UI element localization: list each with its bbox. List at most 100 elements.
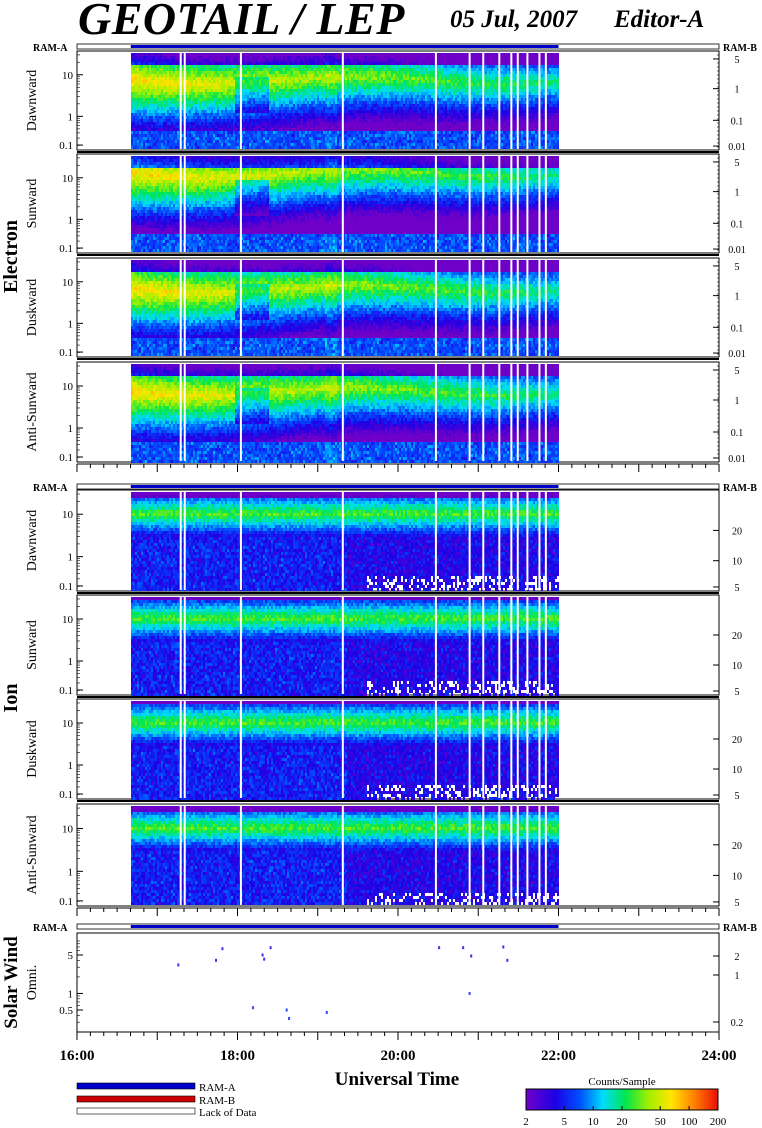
data-gap xyxy=(239,491,242,590)
solar-wind-point xyxy=(506,958,509,962)
data-gap xyxy=(183,363,186,461)
right-tick-label: 0.01 xyxy=(728,245,746,256)
data-gap xyxy=(239,52,242,149)
data-gap xyxy=(526,700,529,798)
data-gap xyxy=(544,700,547,798)
group-label: Electron xyxy=(0,220,22,293)
ram-b-label: RAM-B xyxy=(723,483,757,494)
data-gap xyxy=(239,700,242,798)
panel-label: Omni. xyxy=(25,965,40,1000)
right-tick-label: 1 xyxy=(735,396,740,407)
ram-b-label: RAM-B xyxy=(723,43,757,54)
ram-b-label: RAM-B xyxy=(723,923,757,934)
data-gap xyxy=(239,596,242,694)
data-gap xyxy=(516,155,519,252)
solar-wind-point xyxy=(251,1006,254,1010)
data-gap xyxy=(510,596,513,694)
solar-wind-point xyxy=(470,954,473,958)
data-gap xyxy=(498,596,501,694)
data-gap xyxy=(468,700,471,798)
group-label: Ion xyxy=(0,684,22,713)
data-gap xyxy=(183,700,186,798)
right-tick-label: 0.1 xyxy=(731,116,744,127)
editor-label: Editor-A xyxy=(614,6,704,34)
ram-a-label: RAM-A xyxy=(33,483,68,494)
solar-wind-point xyxy=(221,947,224,951)
right-tick-label: 2 xyxy=(735,952,740,963)
left-tick-label: 0.1 xyxy=(59,789,73,801)
left-tick-label: 10 xyxy=(62,614,74,626)
data-gap xyxy=(498,700,501,798)
colorbar-tick-label: 5 xyxy=(561,1116,567,1128)
left-tick-label: 1 xyxy=(68,656,74,668)
data-gap xyxy=(341,491,344,590)
right-tick-label: 5 xyxy=(735,898,740,909)
right-tick-label: 0.1 xyxy=(731,428,744,439)
data-gap xyxy=(468,491,471,590)
colorbar-tick-label: 10 xyxy=(588,1116,600,1128)
right-tick-label: 5 xyxy=(735,687,740,698)
right-tick-label: 20 xyxy=(732,631,742,642)
spectrogram xyxy=(131,491,559,591)
right-tick-label: 0.2 xyxy=(731,1018,744,1029)
left-tick-label: 1 xyxy=(68,760,74,772)
data-gap xyxy=(482,491,485,590)
left-tick-label: 1 xyxy=(68,111,74,123)
time-tick-label: 18:00 xyxy=(220,1048,255,1064)
time-tick-label: 16:00 xyxy=(60,1048,95,1064)
data-gap xyxy=(498,259,501,356)
data-gap xyxy=(498,363,501,461)
solar-wind-point xyxy=(325,1011,328,1015)
data-gap xyxy=(341,155,344,252)
right-tick-label: 0.1 xyxy=(731,219,744,230)
data-gap xyxy=(538,700,541,798)
legend-lack-label: Lack of Data xyxy=(199,1107,257,1119)
ram-a-label: RAM-A xyxy=(33,923,68,934)
data-gap xyxy=(468,363,471,461)
left-tick-label: 10 xyxy=(62,277,74,289)
panel-label: Sunward xyxy=(25,179,40,229)
data-gap xyxy=(482,259,485,356)
data-gap xyxy=(434,259,437,356)
colorbar-tick-label: 200 xyxy=(710,1116,727,1128)
data-gap xyxy=(510,363,513,461)
right-tick-label: 5 xyxy=(735,55,740,66)
left-tick-label: 0.1 xyxy=(59,685,73,697)
right-tick-label: 5 xyxy=(735,366,740,377)
left-tick-label: 0.5 xyxy=(59,1005,73,1017)
data-gap xyxy=(239,805,242,905)
left-tick-label: 0.1 xyxy=(59,896,73,908)
data-gap xyxy=(341,596,344,694)
data-gap xyxy=(526,155,529,252)
data-gap xyxy=(516,805,519,905)
right-tick-label: 1 xyxy=(735,971,740,982)
data-gap xyxy=(526,52,529,149)
data-gap xyxy=(183,596,186,694)
right-tick-label: 20 xyxy=(732,526,742,537)
solar-wind-point xyxy=(462,946,465,950)
data-gap xyxy=(544,259,547,356)
data-gap xyxy=(434,805,437,905)
legend-ram-a-swatch xyxy=(76,1082,196,1090)
panel-label: Dawnward xyxy=(25,70,40,131)
data-gap xyxy=(434,596,437,694)
right-tick-label: 0.01 xyxy=(728,142,746,153)
colorbar-tick-label: 100 xyxy=(681,1116,698,1128)
colorbar xyxy=(526,1089,719,1110)
data-gap xyxy=(482,596,485,694)
data-gap xyxy=(434,52,437,149)
right-tick-label: 0.1 xyxy=(731,323,744,334)
right-tick-label: 5 xyxy=(735,583,740,594)
solar-wind-point xyxy=(502,945,505,949)
right-tick-label: 5 xyxy=(735,262,740,273)
spectrogram xyxy=(131,700,559,800)
data-gap xyxy=(538,259,541,356)
right-tick-label: 10 xyxy=(732,871,742,882)
right-tick-label: 0.01 xyxy=(728,454,746,465)
data-gap xyxy=(341,805,344,905)
right-tick-label: 20 xyxy=(732,735,742,746)
data-gap xyxy=(179,155,182,252)
data-gap xyxy=(183,491,186,590)
data-gap xyxy=(538,363,541,461)
solar-wind-frame xyxy=(76,932,720,1033)
